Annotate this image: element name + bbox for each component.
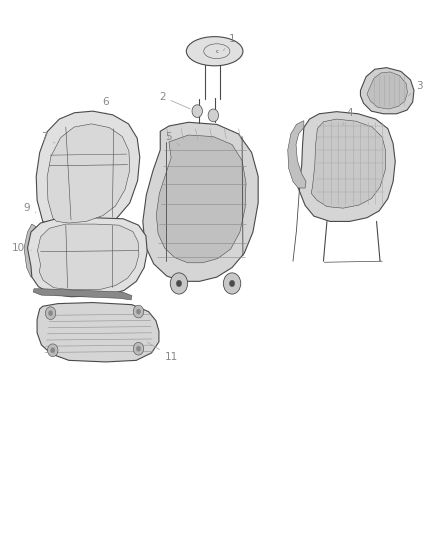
Polygon shape [38, 224, 139, 290]
Text: 7: 7 [42, 132, 55, 143]
Polygon shape [288, 120, 306, 188]
Polygon shape [36, 111, 140, 229]
Circle shape [48, 311, 53, 316]
Polygon shape [24, 224, 36, 277]
Text: 2: 2 [159, 92, 191, 109]
Circle shape [192, 105, 202, 117]
Circle shape [177, 280, 182, 287]
Text: 10: 10 [12, 243, 31, 253]
Circle shape [50, 348, 55, 353]
Circle shape [230, 280, 235, 287]
Polygon shape [298, 112, 395, 221]
Circle shape [46, 307, 56, 319]
Polygon shape [143, 122, 258, 281]
Circle shape [47, 344, 58, 357]
Polygon shape [33, 289, 132, 300]
Text: c: c [215, 49, 218, 54]
Ellipse shape [186, 37, 243, 66]
Text: 6: 6 [102, 97, 109, 113]
Polygon shape [367, 72, 407, 109]
Circle shape [136, 309, 141, 314]
Polygon shape [360, 68, 414, 114]
Circle shape [208, 109, 219, 122]
Circle shape [133, 342, 144, 355]
Polygon shape [28, 217, 147, 297]
Polygon shape [156, 135, 246, 263]
Text: 11: 11 [147, 342, 178, 361]
Circle shape [133, 305, 144, 318]
Text: 4: 4 [342, 108, 353, 125]
Text: 3: 3 [408, 81, 423, 96]
Polygon shape [37, 303, 159, 362]
Polygon shape [311, 119, 386, 208]
Circle shape [170, 273, 187, 294]
Polygon shape [47, 124, 130, 223]
Text: 5: 5 [166, 132, 180, 146]
Text: 9: 9 [23, 203, 36, 213]
Circle shape [223, 273, 241, 294]
Text: 1: 1 [223, 34, 235, 51]
Circle shape [136, 346, 141, 351]
